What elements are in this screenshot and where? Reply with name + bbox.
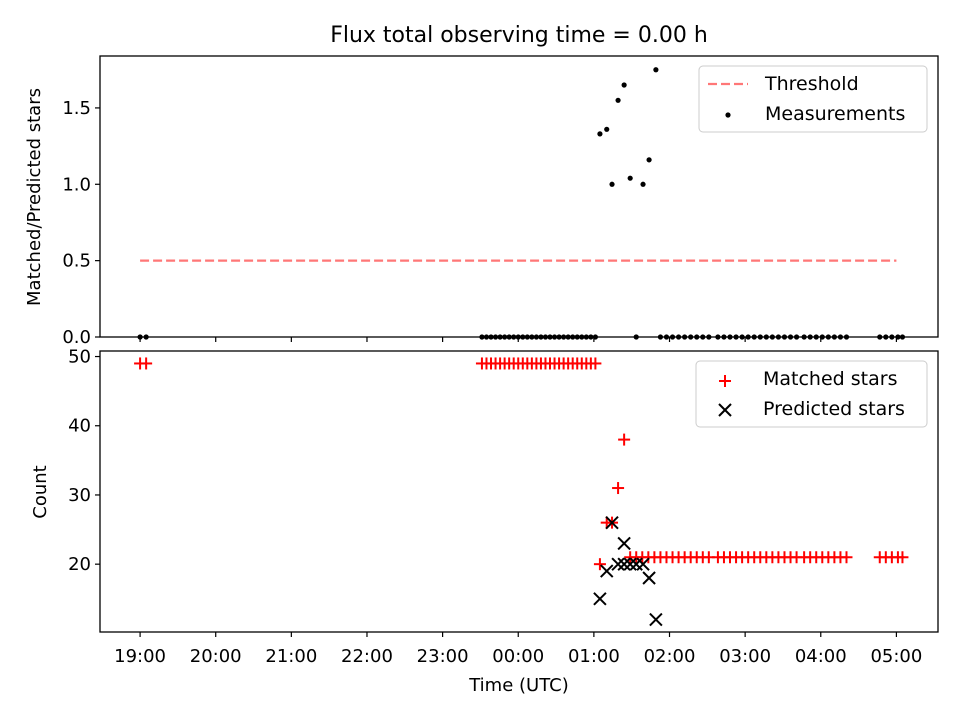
predicted-star-marker [623, 557, 637, 571]
bottom-x-tick-label: 19:00 [114, 646, 166, 667]
bottom-x-tick-label: 21:00 [265, 646, 317, 667]
predicted-star-marker [636, 557, 650, 571]
top-legend-box [698, 65, 928, 133]
matched-star-marker [624, 551, 637, 564]
top-y-axis-label: Matched/Predicted stars [24, 88, 45, 306]
matched-star-marker [593, 558, 606, 571]
bottom-legend-box [695, 360, 928, 428]
predicted-star-b [623, 557, 637, 571]
legend-matched-swatch [719, 375, 731, 387]
predicted-star-b [600, 564, 614, 578]
bottom-y-tick-label: 20 [68, 554, 91, 575]
matched-star-marker [612, 482, 625, 495]
measurement-point [627, 175, 633, 181]
bottom-x-tick-label: 22:00 [341, 646, 393, 667]
predicted-star-b [649, 612, 663, 627]
matched-star-marker [589, 357, 602, 370]
bottom-x-tick-label: 04:00 [795, 646, 847, 667]
legend-matched-label: Matched stars [763, 368, 897, 390]
bottom-x-tick-label: 20:00 [190, 646, 242, 667]
legend-predicted-label: Predicted stars [763, 398, 905, 420]
predicted-star-b [605, 515, 619, 530]
legend-measurements-swatch [725, 112, 731, 118]
predicted-star-marker [605, 515, 619, 530]
predicted-star-b [617, 557, 631, 571]
bottom-x-tick-label: 05:00 [870, 646, 922, 667]
predicted-star-marker [617, 536, 631, 551]
legend-measurements-label: Measurements [765, 103, 905, 125]
predicted-star-marker [600, 564, 614, 578]
bottom-y-tick-label: 30 [68, 485, 91, 506]
predicted-star-b [611, 557, 625, 571]
bottom-y-axis: 20 30 40 50 [68, 347, 100, 575]
bottom-plot-frame [99, 350, 939, 633]
top-legend: Threshold Measurements [698, 65, 928, 133]
measurement-point [621, 82, 627, 88]
bottom-legend: Matched stars Predicted stars [695, 360, 928, 428]
predicted-star-b [636, 557, 650, 571]
predicted-star-marker [642, 571, 656, 585]
measurement-point [609, 181, 615, 187]
bottom-x-tick-label: 23:00 [417, 646, 469, 667]
matched-star-marker [840, 551, 853, 564]
predicted-star-b [593, 592, 607, 606]
measurement-point [615, 97, 621, 103]
predicted-star-marker [649, 612, 663, 627]
legend-threshold-label: Threshold [764, 73, 859, 95]
measurement-point [653, 67, 659, 73]
measurement-point [604, 126, 610, 132]
predicted-star-marker [617, 557, 631, 571]
predicted-star-marker [593, 592, 607, 606]
top-plot-panel: 0.0 0.5 1.0 1.5 Matched/Predicted stars Thr… [24, 55, 939, 348]
measurement-point [646, 157, 652, 163]
bottom-plot-panel: 20 30 40 50 19:00 20:00 21:00 22:00 23:00 00:00 0… [30, 347, 939, 696]
top-plot-frame [99, 55, 939, 338]
matched-star-marker [618, 433, 631, 446]
bottom-data-layer [134, 357, 909, 627]
top-y-axis: 0.0 0.5 1.0 1.5 [62, 98, 100, 348]
top-y-tick-label: 1.5 [62, 98, 91, 119]
top-x-ticks [139, 337, 898, 342]
bottom-x-tick-label: 02:00 [644, 646, 696, 667]
bottom-y-tick-label: 50 [68, 347, 91, 368]
bottom-y-tick-label: 40 [68, 416, 91, 437]
bottom-x-tick-label: 01:00 [568, 646, 620, 667]
measurement-point [640, 181, 646, 187]
bottom-x-tick-label: 00:00 [492, 646, 544, 667]
bottom-y-axis-label: Count [30, 465, 51, 518]
matched-star-marker [896, 551, 909, 564]
measurement-point [597, 131, 603, 137]
top-y-tick-label: 1.0 [62, 174, 91, 195]
x-axis-label: Time (UTC) [468, 675, 569, 696]
chart-title: Flux total observing time = 0.00 h [330, 23, 708, 48]
matched-star-marker [140, 357, 153, 370]
predicted-star-b [642, 571, 656, 585]
bottom-x-axis: 19:00 20:00 21:00 22:00 23:00 00:00 01:00 02:00… [114, 632, 922, 667]
predicted-star-b [617, 536, 631, 551]
predicted-star-marker [611, 557, 625, 571]
bottom-x-tick-label: 03:00 [719, 646, 771, 667]
legend-predicted-swatch [718, 403, 732, 417]
top-y-tick-label: 0.0 [62, 327, 91, 348]
top-y-tick-label: 0.5 [62, 251, 91, 272]
